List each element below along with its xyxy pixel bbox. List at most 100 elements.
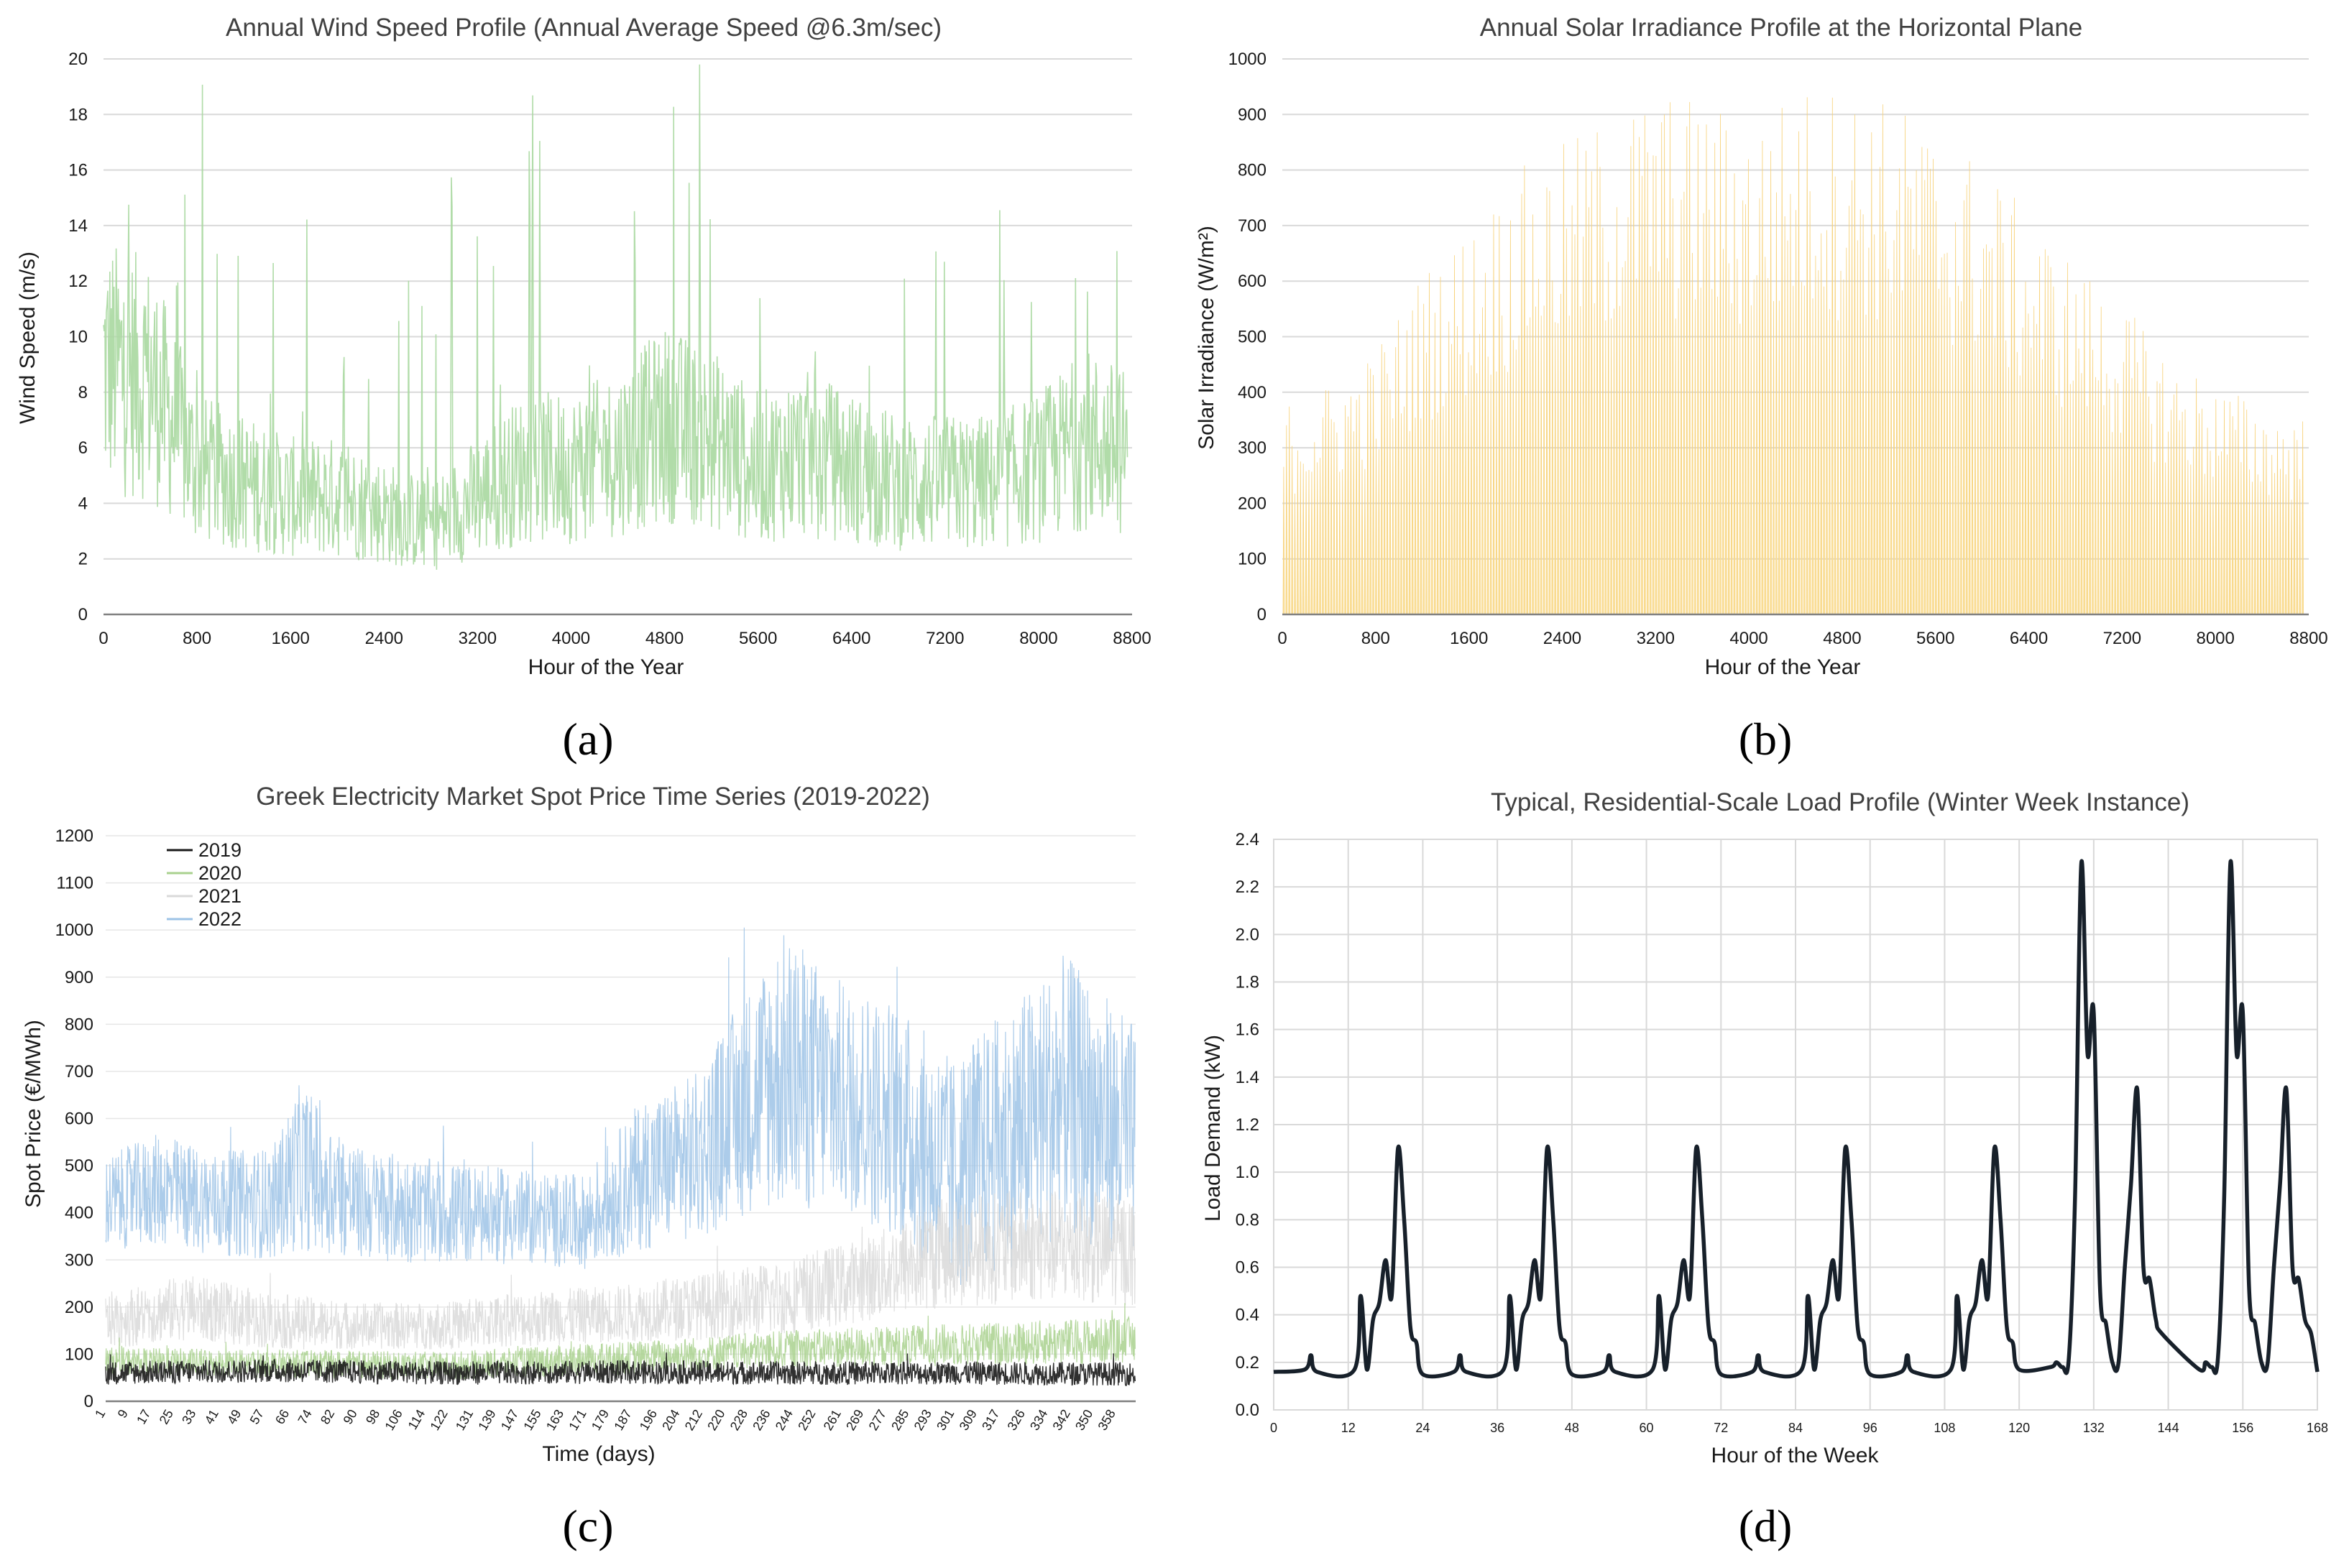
spot-price-line-2021 bbox=[105, 1191, 1136, 1350]
x-tick-label: 7200 bbox=[926, 629, 964, 648]
y-tick-label: 0.4 bbox=[1236, 1306, 1259, 1325]
y-tick-label: 1100 bbox=[56, 874, 93, 893]
x-tick-label: 236 bbox=[750, 1407, 773, 1433]
y-tick-label: 900 bbox=[65, 968, 93, 987]
x-tick-label: 6400 bbox=[832, 629, 870, 648]
x-tick-label: 8800 bbox=[2289, 629, 2327, 648]
x-tick-label: 131 bbox=[453, 1407, 476, 1433]
x-tick-label: 48 bbox=[1565, 1421, 1579, 1435]
x-tick-label: 1 bbox=[92, 1407, 108, 1421]
y-tick-label: 900 bbox=[1238, 105, 1267, 124]
chart-a-y-ticks: 0 2 4 6 8 10 12 14 16 18 20 bbox=[68, 50, 88, 624]
x-tick-label: 66 bbox=[272, 1407, 292, 1426]
x-tick-label: 147 bbox=[498, 1407, 521, 1433]
x-tick-label: 4800 bbox=[645, 629, 684, 648]
y-tick-label: 1.4 bbox=[1236, 1068, 1259, 1087]
panel-b: Annual Solar Irradiance Profile at the H… bbox=[1195, 14, 2328, 765]
x-tick-label: 228 bbox=[727, 1407, 750, 1433]
x-tick-label: 800 bbox=[183, 629, 211, 648]
y-tick-label: 2.2 bbox=[1236, 877, 1259, 897]
x-tick-label: 196 bbox=[637, 1407, 660, 1433]
x-tick-label: 342 bbox=[1050, 1407, 1073, 1433]
x-tick-label: 2400 bbox=[365, 629, 403, 648]
chart-c-gridlines bbox=[106, 835, 1136, 1355]
y-tick-label: 800 bbox=[1238, 161, 1267, 180]
y-tick-label: 1.6 bbox=[1236, 1020, 1259, 1040]
y-tick-label: 6 bbox=[78, 438, 88, 458]
panel-a-label: (a) bbox=[562, 714, 613, 765]
x-tick-label: 8800 bbox=[1113, 629, 1151, 648]
x-tick-label: 3200 bbox=[459, 629, 497, 648]
x-tick-label: 17 bbox=[134, 1407, 153, 1426]
x-tick-label: 33 bbox=[179, 1407, 198, 1426]
x-tick-label: 163 bbox=[543, 1407, 566, 1433]
x-tick-label: 4000 bbox=[1729, 629, 1768, 648]
x-tick-label: 98 bbox=[363, 1407, 382, 1426]
x-tick-label: 277 bbox=[866, 1407, 889, 1433]
x-tick-label: 132 bbox=[2083, 1421, 2105, 1435]
x-tick-label: 269 bbox=[843, 1407, 866, 1433]
panel-d-label: (d) bbox=[1739, 1500, 1793, 1551]
legend-label-2022: 2022 bbox=[198, 908, 242, 930]
x-tick-label: 82 bbox=[318, 1407, 337, 1426]
x-tick-label: 187 bbox=[611, 1407, 634, 1433]
chart-a-gridlines bbox=[104, 58, 1132, 560]
legend-label-2019: 2019 bbox=[198, 839, 242, 861]
y-tick-label: 1000 bbox=[55, 921, 93, 940]
y-tick-label: 1200 bbox=[55, 826, 93, 846]
x-tick-label: 122 bbox=[427, 1407, 450, 1433]
x-tick-label: 171 bbox=[566, 1407, 589, 1433]
x-tick-label: 800 bbox=[1361, 629, 1390, 648]
y-tick-label: 700 bbox=[65, 1062, 93, 1082]
x-tick-label: 139 bbox=[475, 1407, 498, 1433]
y-tick-label: 700 bbox=[1238, 216, 1267, 236]
y-tick-label: 0 bbox=[84, 1392, 93, 1411]
x-tick-label: 220 bbox=[704, 1407, 727, 1433]
x-tick-label: 72 bbox=[1714, 1421, 1728, 1435]
y-tick-label: 0.0 bbox=[1236, 1401, 1259, 1420]
x-tick-label: 309 bbox=[957, 1407, 980, 1433]
chart-d-ylabel: Load Demand (kW) bbox=[1201, 1035, 1225, 1222]
spot-price-line-2022 bbox=[105, 927, 1136, 1286]
y-tick-label: 0.6 bbox=[1236, 1258, 1259, 1278]
y-tick-label: 200 bbox=[1238, 494, 1267, 513]
y-tick-label: 600 bbox=[65, 1110, 93, 1129]
x-tick-label: 108 bbox=[1934, 1421, 1955, 1435]
chart-d-series bbox=[1273, 859, 2320, 1379]
chart-d-gridlines bbox=[1274, 839, 2317, 1411]
x-tick-label: 96 bbox=[1863, 1421, 1877, 1435]
x-tick-label: 7200 bbox=[2103, 629, 2141, 648]
chart-c-y-ticks: 0 100 200 300 400 500 600 700 800 900 1000 1100 1200 bbox=[55, 826, 93, 1411]
y-tick-label: 4 bbox=[78, 494, 88, 513]
chart-b-xlabel: Hour of the Year bbox=[1705, 655, 1861, 679]
chart-b-series bbox=[1282, 97, 2304, 615]
x-tick-label: 285 bbox=[888, 1407, 911, 1433]
x-tick-label: 334 bbox=[1027, 1407, 1050, 1433]
x-tick-label: 156 bbox=[2232, 1421, 2253, 1435]
wind-speed-line bbox=[103, 64, 1128, 570]
y-tick-label: 12 bbox=[68, 272, 88, 291]
y-tick-label: 400 bbox=[65, 1204, 93, 1223]
y-tick-label: 2 bbox=[78, 550, 88, 569]
x-tick-label: 204 bbox=[659, 1407, 682, 1433]
x-tick-label: 9 bbox=[115, 1407, 131, 1421]
chart-c-series bbox=[105, 927, 1136, 1386]
y-tick-label: 0 bbox=[1257, 605, 1267, 624]
chart-d-xlabel: Hour of the Week bbox=[1711, 1444, 1880, 1467]
panel-c: Greek Electricity Market Spot Price Time… bbox=[22, 783, 1136, 1551]
chart-c-x-ticks: 1 9 17 25 33 41 49 57 66 74 82 90 98 106 114 122 131 139 1… bbox=[92, 1407, 1118, 1433]
y-tick-label: 0.2 bbox=[1236, 1353, 1259, 1373]
x-tick-label: 4000 bbox=[552, 629, 590, 648]
chart-c-title: Greek Electricity Market Spot Price Time… bbox=[256, 783, 930, 811]
y-tick-label: 0 bbox=[78, 605, 88, 624]
x-tick-label: 168 bbox=[2307, 1421, 2328, 1435]
y-tick-label: 400 bbox=[1238, 383, 1267, 402]
chart-b-x-ticks: 0 800 1600 2400 3200 4000 4800 5600 6400 7200 8000… bbox=[1277, 629, 2327, 648]
spot-price-line-2019 bbox=[105, 1352, 1136, 1386]
x-tick-label: 74 bbox=[295, 1407, 315, 1426]
y-tick-label: 1.0 bbox=[1236, 1163, 1259, 1182]
x-tick-label: 120 bbox=[2008, 1421, 2030, 1435]
x-tick-label: 6400 bbox=[2010, 629, 2048, 648]
x-tick-label: 60 bbox=[1640, 1421, 1654, 1435]
